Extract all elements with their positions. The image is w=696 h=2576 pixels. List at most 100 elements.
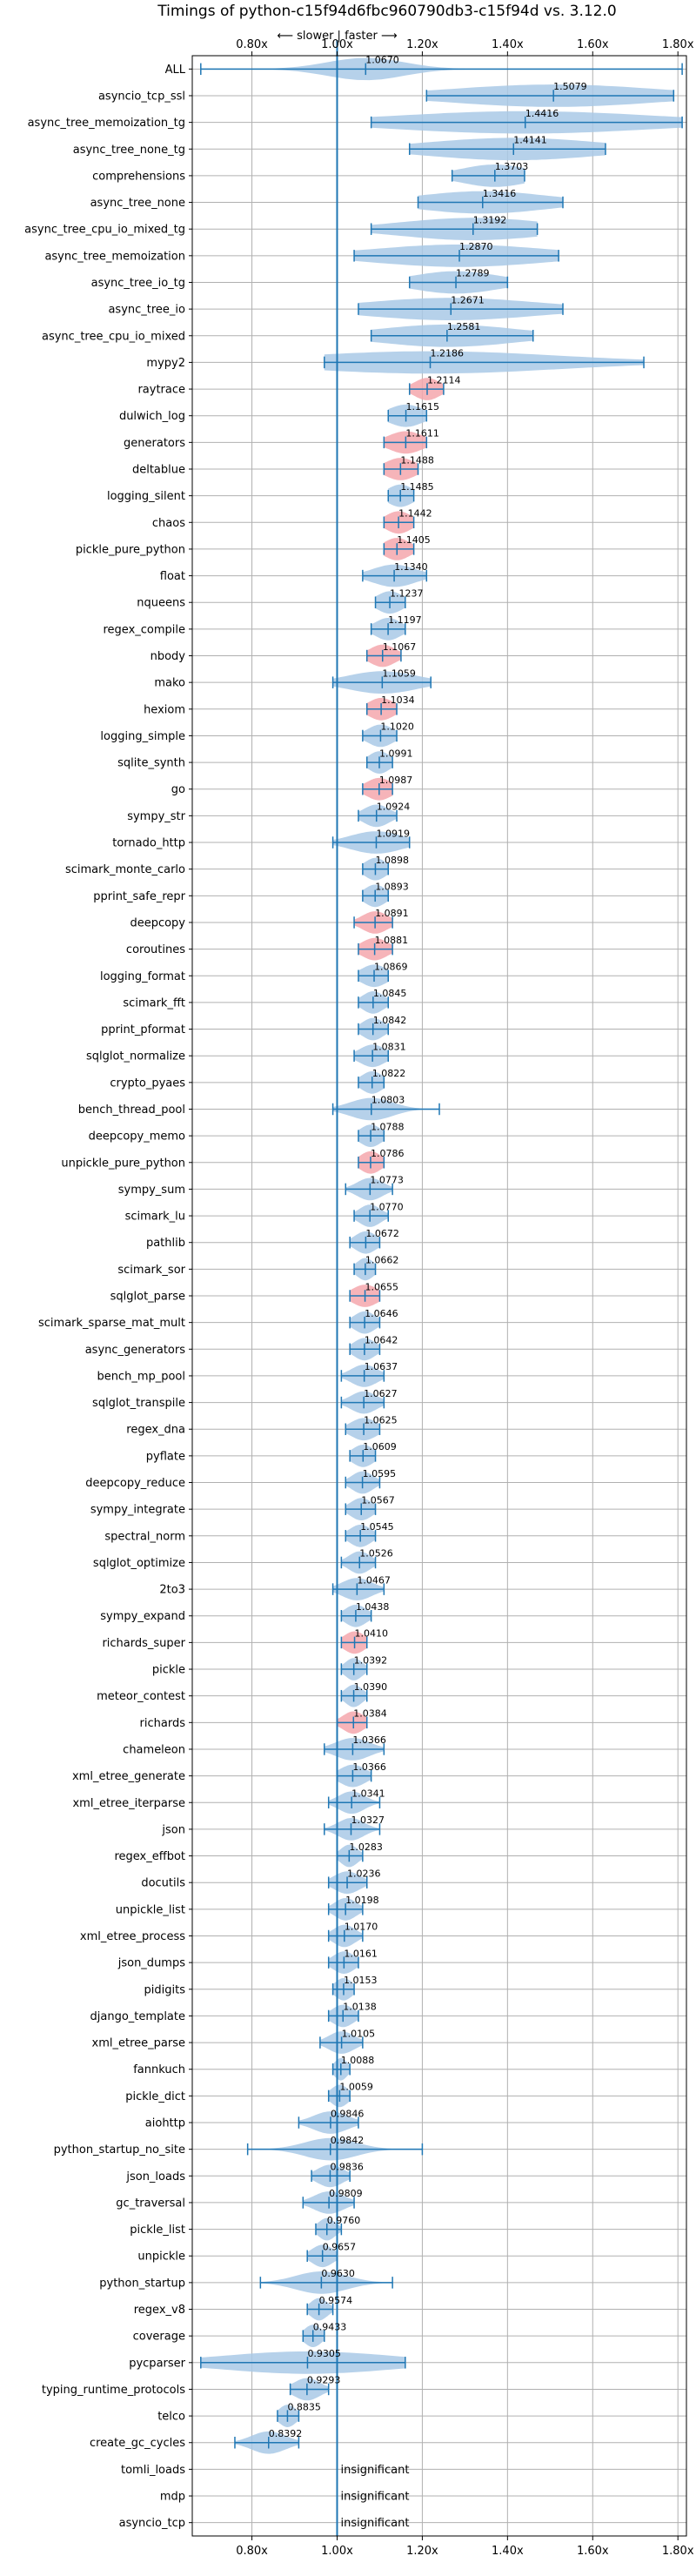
value-label: 1.0410 [355, 1628, 389, 1640]
benchmark-label: nbody [151, 650, 186, 663]
benchmark-label: sqlglot_optimize [93, 1557, 185, 1570]
benchmark-label: json_loads [125, 2170, 185, 2184]
benchmark-label: mypy2 [146, 357, 185, 370]
value-label: 1.0842 [373, 1015, 407, 1026]
value-label: 1.0822 [372, 1068, 406, 1079]
value-label: 1.0438 [356, 1601, 390, 1613]
value-label: 1.2114 [427, 374, 461, 386]
benchmark-label: regex_compile [103, 623, 185, 636]
top-tick-label: 1.00x [321, 38, 353, 51]
benchmark-label: xml_etree_iterparse [72, 1797, 185, 1810]
value-label: 1.0891 [375, 908, 409, 919]
value-label: 1.0646 [365, 1308, 398, 1319]
benchmark-label: pathlib [146, 1237, 185, 1250]
benchmark-label: async_tree_io_tg [91, 277, 185, 290]
benchmark-label: async_tree_memoization_tg [28, 117, 185, 130]
benchmark-label: python_startup_no_site [54, 2143, 185, 2157]
value-label: 1.2186 [431, 348, 464, 359]
value-label: 1.1485 [400, 481, 434, 493]
benchmark-label: python_startup [99, 2277, 185, 2290]
value-label: 1.0773 [370, 1175, 404, 1186]
value-label: 1.0893 [375, 882, 409, 893]
benchmark-label: mdp [160, 2491, 185, 2504]
value-label: 1.1237 [390, 587, 424, 599]
top-tick-label: 1.20x [406, 38, 438, 51]
benchmark-label: scimark_monte_carlo [65, 863, 185, 876]
value-label: 1.0670 [365, 55, 399, 66]
benchmark-label: pprint_safe_repr [93, 890, 185, 903]
value-label: 1.0627 [364, 1388, 398, 1399]
benchmark-label: unpickle [137, 2251, 185, 2264]
value-label: 1.0327 [351, 1815, 385, 1826]
value-label: 1.2789 [456, 268, 490, 279]
benchmark-label: pyflate [146, 1450, 185, 1463]
value-label: 1.0881 [375, 935, 409, 946]
benchmark-label: asyncio_tcp [119, 2517, 185, 2530]
benchmark-label: coroutines [126, 943, 185, 956]
value-label: 1.4416 [525, 108, 559, 119]
value-label: 1.4141 [513, 135, 547, 146]
insignificant-label: insignificant [340, 2464, 409, 2477]
benchmark-label: telco [157, 2411, 185, 2424]
value-label: 1.0341 [351, 1788, 385, 1800]
benchmark-label: nqueens [137, 597, 185, 610]
value-label: 1.0153 [344, 1975, 378, 1986]
value-label: 1.0803 [371, 1095, 405, 1106]
benchmark-label: create_gc_cycles [90, 2437, 185, 2450]
top-tick-label: 1.80x [662, 38, 694, 51]
benchmark-label: async_generators [85, 1344, 186, 1357]
range-bars [200, 63, 683, 2449]
benchmark-label: async_tree_none [90, 197, 185, 210]
value-label: 0.8835 [287, 2401, 321, 2412]
value-label: 1.0655 [365, 1281, 399, 1292]
benchmark-label: tomli_loads [121, 2464, 185, 2477]
value-label: 1.0059 [339, 2082, 373, 2093]
benchmark-label: pickle_list [130, 2224, 185, 2237]
value-label: 1.0662 [365, 1255, 399, 1266]
value-label: 1.0898 [375, 855, 409, 866]
value-label: 1.0161 [344, 1948, 378, 1959]
benchmark-label: logging_format [100, 970, 185, 983]
benchmark-label: pidigits [144, 1983, 186, 1996]
benchmark-label: scimark_lu [125, 1211, 185, 1224]
bottom-tick-label: 1.20x [406, 2545, 438, 2558]
top-tick-label: 1.40x [492, 38, 524, 51]
benchmark-label: go [171, 783, 185, 796]
value-label: 1.1405 [397, 534, 431, 546]
value-label: 1.0366 [352, 1734, 386, 1746]
benchmark-label: richards [140, 1717, 186, 1730]
benchmark-label: comprehensions [92, 170, 185, 183]
bottom-tick-label: 0.80x [236, 2545, 268, 2558]
value-label: 1.0236 [347, 1868, 381, 1879]
value-label: 1.1611 [405, 428, 439, 439]
benchmark-label: mako [154, 677, 185, 690]
value-label: 1.1488 [400, 454, 434, 466]
value-label: 1.0637 [365, 1361, 398, 1372]
value-label: 0.9842 [331, 2135, 365, 2146]
value-label: 1.0088 [341, 2055, 375, 2066]
value-label: 0.9630 [321, 2268, 355, 2279]
value-label: 1.0786 [371, 1148, 405, 1159]
benchmark-label: scimark_fft [123, 996, 185, 1010]
benchmark-label: xml_etree_generate [72, 1770, 185, 1783]
value-label: 0.9574 [319, 2295, 353, 2306]
benchmark-label: regex_effbot [114, 1850, 185, 1863]
insignificant-label: insignificant [340, 2491, 409, 2504]
value-label: 1.0770 [370, 1201, 404, 1212]
value-label: 1.0467 [357, 1574, 391, 1586]
value-label: 1.1340 [394, 561, 428, 573]
value-label: 0.8392 [269, 2428, 303, 2439]
benchmark-label: async_tree_memoization [44, 250, 185, 263]
value-label: 0.9433 [313, 2321, 347, 2332]
value-label: 1.0567 [361, 1494, 395, 1506]
benchmark-label: generators [124, 437, 185, 450]
direction-annotation: ⟵ slower | faster ⟶ [277, 30, 397, 43]
benchmark-label: pickle_pure_python [76, 543, 185, 556]
benchmark-label: chaos [152, 517, 185, 530]
value-label: 1.1059 [382, 667, 416, 679]
value-label: 1.0138 [343, 2002, 377, 2013]
benchmark-label: coverage [133, 2331, 185, 2344]
value-label: 1.0392 [354, 1654, 388, 1666]
benchmark-label: scimark_sor [117, 1264, 185, 1277]
benchmark-label: unpickle_pure_python [61, 1157, 185, 1170]
